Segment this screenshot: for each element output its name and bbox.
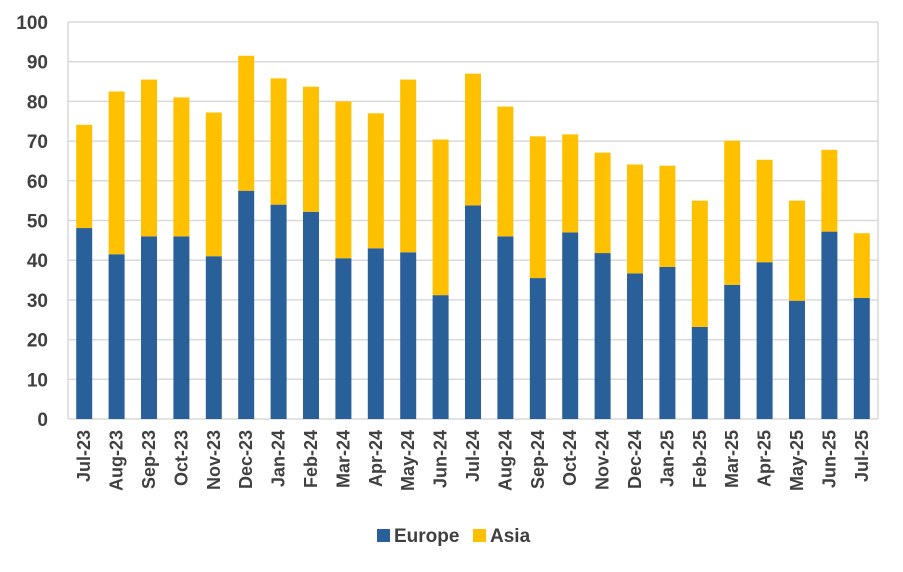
- x-tick-label: Aug-24: [495, 430, 515, 491]
- bar-asia-may-25: [789, 200, 805, 301]
- x-tick-label: Aug-23: [107, 430, 127, 491]
- x-tick-label: Jan-25: [657, 430, 677, 487]
- x-tick-label: Oct-24: [560, 430, 580, 486]
- bar-asia-oct-23: [173, 97, 190, 237]
- bar-europe-feb-25: [691, 326, 708, 419]
- x-tick-label: Nov-23: [204, 430, 224, 490]
- x-tick-label: Jun-25: [819, 430, 839, 488]
- bar-asia-nov-24: [594, 152, 611, 254]
- bar-europe-jan-24: [270, 204, 287, 419]
- bar-europe-apr-25: [756, 262, 773, 419]
- y-tick-label: 40: [27, 251, 48, 272]
- bar-europe-aug-23: [108, 254, 125, 419]
- x-tick-label: Apr-25: [755, 430, 775, 487]
- y-tick-label: 100: [16, 13, 48, 34]
- x-tick-label: Sep-24: [528, 430, 548, 489]
- bar-europe-dec-23: [238, 190, 255, 419]
- bar-europe-dec-24: [627, 273, 643, 419]
- bar-europe-oct-24: [562, 232, 579, 419]
- y-tick-label: 0: [37, 410, 48, 431]
- x-tick-label: May-25: [787, 430, 807, 491]
- bar-asia-aug-23: [108, 91, 125, 255]
- y-tick-label: 20: [27, 331, 48, 352]
- bar-europe-apr-24: [367, 248, 384, 419]
- x-tick-label: Nov-24: [593, 430, 613, 490]
- bar-asia-feb-25: [691, 200, 708, 327]
- bar-asia-jul-23: [76, 124, 93, 229]
- bar-europe-feb-24: [303, 211, 319, 419]
- x-tick-label: May-24: [398, 430, 418, 491]
- bar-asia-apr-25: [756, 159, 773, 263]
- x-tick-label: Mar-25: [722, 430, 742, 488]
- bar-asia-feb-24: [303, 86, 319, 212]
- bar-asia-dec-24: [627, 164, 643, 274]
- bar-europe-may-25: [789, 300, 805, 419]
- x-tick-label: Feb-25: [690, 430, 710, 488]
- x-tick-label: Sep-23: [139, 430, 159, 489]
- bar-europe-sep-23: [141, 236, 157, 419]
- bar-europe-jul-24: [465, 205, 481, 419]
- y-tick-label: 90: [27, 53, 48, 74]
- x-tick-label: Jan-24: [269, 430, 289, 487]
- x-tick-label: Jul-25: [852, 430, 872, 482]
- bar-asia-jun-24: [432, 139, 449, 296]
- x-axis-tick-labels: Jul-23 Aug-23 Sep-23 Oct-23 Nov-23 Dec-23 Jan-…: [74, 430, 872, 491]
- bar-asia-may-24: [400, 79, 417, 253]
- x-tick-label: Oct-23: [171, 430, 191, 486]
- bar-asia-mar-25: [724, 140, 741, 285]
- x-tick-label: Jul-24: [463, 430, 483, 482]
- bar-asia-sep-24: [529, 136, 546, 279]
- y-tick-label: 10: [27, 370, 48, 391]
- legend-swatch-asia: [473, 529, 486, 542]
- bar-europe-nov-23: [205, 256, 222, 419]
- bar-europe-jun-25: [821, 231, 838, 419]
- bar-europe-sep-24: [529, 278, 546, 419]
- bar-europe-jul-25: [853, 297, 870, 419]
- y-tick-label: 30: [27, 291, 48, 312]
- bar-asia-jan-25: [659, 165, 676, 267]
- bar-asia-jul-25: [853, 233, 870, 298]
- bar-asia-mar-24: [335, 101, 352, 259]
- y-tick-label: 60: [27, 172, 48, 193]
- bar-europe-oct-23: [173, 236, 190, 419]
- legend: Europe Asia: [377, 526, 531, 547]
- x-tick-label: Apr-24: [366, 430, 386, 487]
- legend-label-asia: Asia: [490, 526, 531, 547]
- bar-europe-mar-25: [724, 284, 741, 419]
- y-tick-label: 80: [27, 92, 48, 113]
- y-axis-tick-labels: 0 10 20 30 40 50 60 70 80 90 100: [16, 13, 48, 431]
- legend-swatch-europe: [377, 529, 390, 542]
- bar-asia-nov-23: [205, 112, 222, 257]
- x-tick-label: Dec-24: [625, 430, 645, 489]
- bar-asia-jul-24: [465, 73, 481, 206]
- bar-asia-jan-24: [270, 78, 287, 205]
- x-tick-label: Dec-23: [236, 430, 256, 489]
- bar-asia-aug-24: [497, 106, 514, 237]
- legend-label-europe: Europe: [394, 526, 459, 547]
- bar-europe-jul-23: [76, 228, 93, 419]
- bar-europe-nov-24: [594, 253, 611, 419]
- bar-europe-may-24: [400, 252, 417, 419]
- bar-europe-jun-24: [432, 295, 449, 419]
- bar-asia-apr-24: [367, 113, 384, 249]
- bar-asia-dec-23: [238, 55, 255, 191]
- x-tick-label: Feb-24: [301, 430, 321, 488]
- bars: [76, 55, 870, 419]
- x-tick-label: Jul-23: [74, 430, 94, 482]
- bar-asia-jun-25: [821, 149, 838, 232]
- x-tick-label: Mar-24: [333, 430, 353, 488]
- bar-asia-oct-24: [562, 134, 579, 233]
- y-tick-label: 50: [27, 212, 48, 233]
- bar-europe-mar-24: [335, 258, 352, 419]
- bar-europe-jan-25: [659, 266, 676, 419]
- x-tick-label: Jun-24: [431, 430, 451, 488]
- bar-asia-sep-23: [141, 79, 157, 237]
- bar-europe-aug-24: [497, 236, 514, 419]
- y-tick-label: 70: [27, 132, 48, 153]
